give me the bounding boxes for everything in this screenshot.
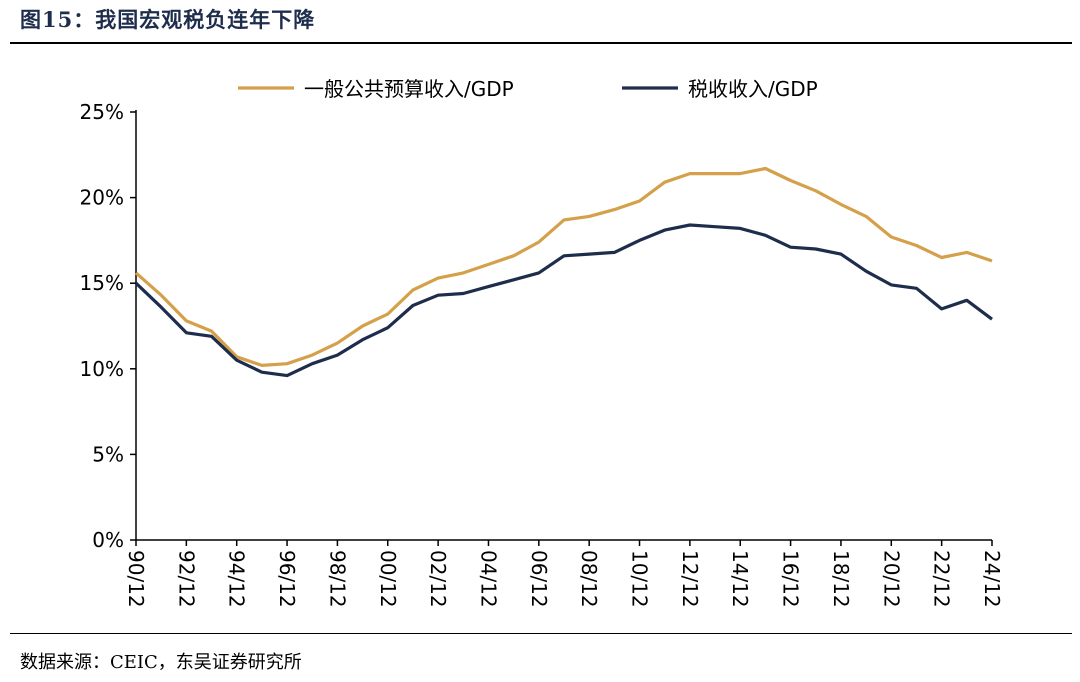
x-tick-label: 90/12 xyxy=(124,550,148,608)
x-tick-label: 20/12 xyxy=(879,550,903,608)
y-tick-label: 15% xyxy=(80,271,124,295)
x-tick-label: 02/12 xyxy=(426,550,450,608)
top-rule xyxy=(10,42,1072,44)
x-tick-label: 12/12 xyxy=(678,550,702,608)
x-tick-label: 22/12 xyxy=(930,550,954,608)
x-tick-label: 18/12 xyxy=(829,550,853,608)
legend-tax-label: 税收收入/GDP xyxy=(688,77,818,101)
y-tick-label: 5% xyxy=(92,442,124,466)
x-tick-label: 98/12 xyxy=(325,550,349,608)
x-tick-label: 06/12 xyxy=(527,550,551,608)
legend-general-budget-label: 一般公共预算收入/GDP xyxy=(304,77,514,101)
y-tick-label: 25% xyxy=(80,100,124,124)
y-tick-label: 10% xyxy=(80,357,124,381)
x-tick-label: 24/12 xyxy=(980,550,1004,608)
x-tick-label: 08/12 xyxy=(577,550,601,608)
x-tick-label: 14/12 xyxy=(728,550,752,608)
bottom-rule xyxy=(10,633,1072,634)
x-tick-label: 00/12 xyxy=(376,550,400,608)
x-tick-label: 94/12 xyxy=(225,550,249,608)
x-tick-label: 10/12 xyxy=(628,550,652,608)
series-line-tax xyxy=(134,223,993,378)
x-tick-label: 16/12 xyxy=(779,550,803,608)
y-tick-label: 20% xyxy=(80,186,124,210)
x-tick-label: 92/12 xyxy=(174,550,198,608)
series-line-general-budget xyxy=(134,166,993,367)
source-note: 数据来源：CEIC，东吴证券研究所 xyxy=(20,652,302,673)
x-tick-label: 04/12 xyxy=(476,550,500,608)
y-tick-label: 0% xyxy=(92,528,124,552)
x-tick-label: 96/12 xyxy=(275,550,299,608)
figure-title: 图15：我国宏观税负连年下降 xyxy=(20,7,316,32)
